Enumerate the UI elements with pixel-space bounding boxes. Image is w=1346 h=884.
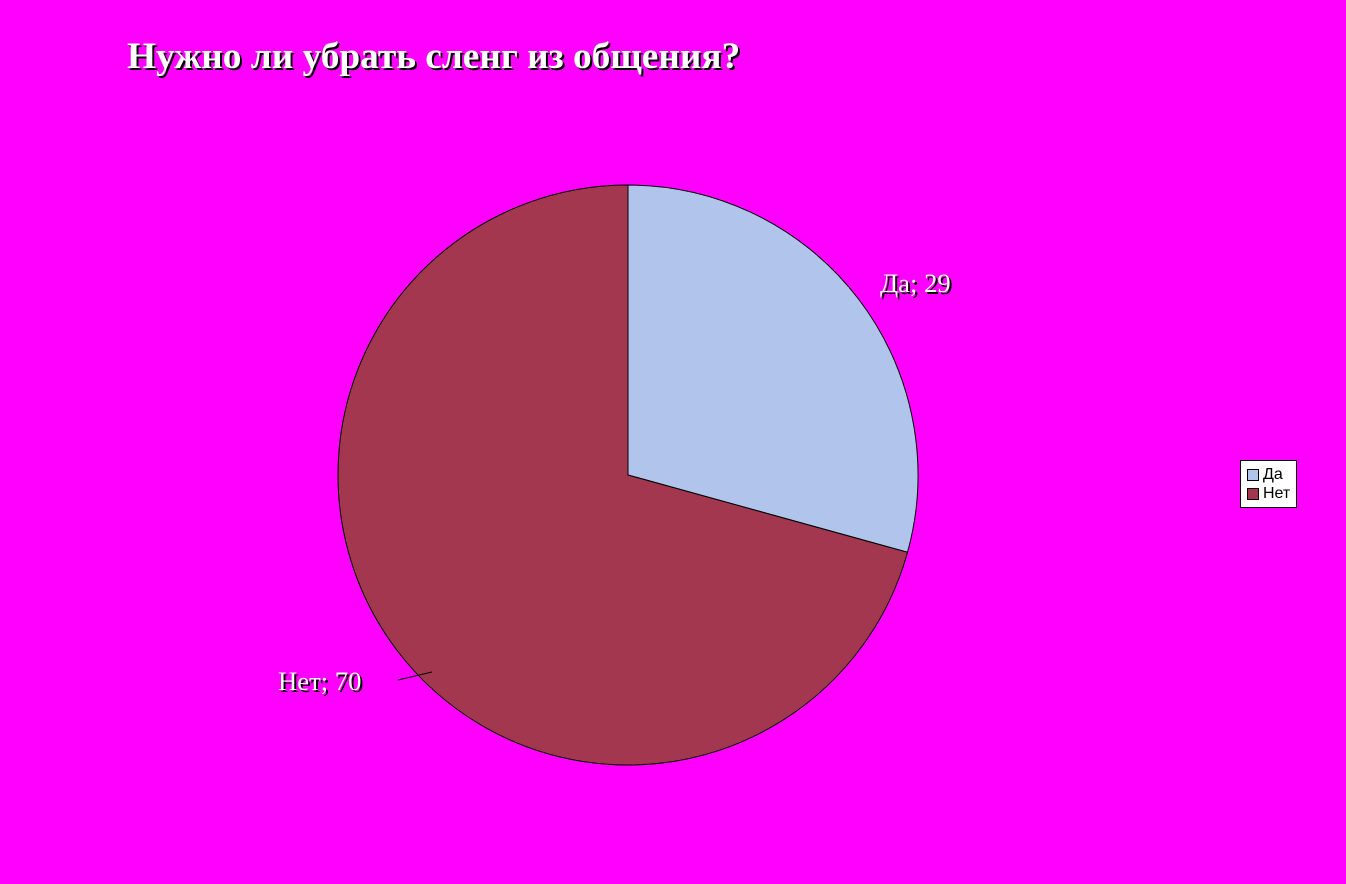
legend-swatch	[1247, 469, 1259, 481]
chart-title-front: Нужно ли убрать сленг из общения?	[127, 35, 740, 78]
pie-chart	[336, 183, 920, 767]
legend-swatch	[1247, 488, 1259, 500]
data-label-text: Да; 29	[880, 268, 951, 299]
legend-label: Нет	[1263, 484, 1290, 503]
legend: ДаНет	[1240, 460, 1297, 508]
legend-item: Да	[1247, 465, 1290, 484]
legend-item: Нет	[1247, 484, 1290, 503]
data-label-text: Нет; 70	[278, 666, 361, 697]
legend-label: Да	[1263, 465, 1283, 484]
chart-canvas: Нужно ли убрать сленг из общения? Нужно …	[0, 0, 1346, 884]
